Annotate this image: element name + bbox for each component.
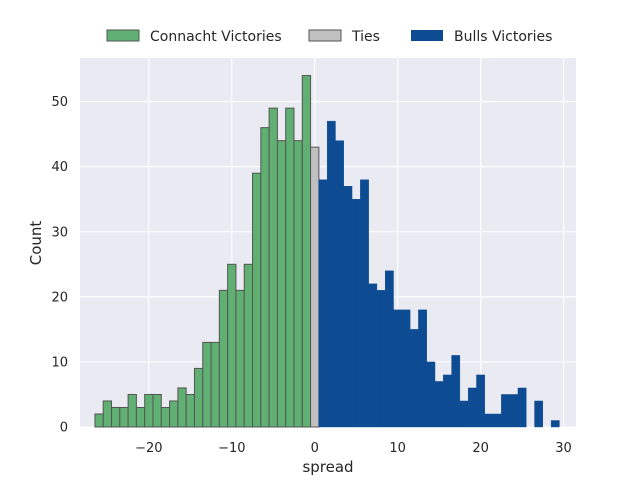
connacht-victories-bar <box>102 400 113 428</box>
bulls-victories-bar <box>484 413 494 428</box>
connacht-victories-bar <box>285 107 295 428</box>
y-tick-label: 10 <box>51 355 68 370</box>
connacht-victories-bar <box>268 107 278 428</box>
x-tick-label: 10 <box>389 441 406 456</box>
connacht-victories-bar <box>185 393 195 428</box>
x-tick-label: −10 <box>218 441 245 456</box>
legend-swatch <box>411 30 443 41</box>
connacht-victories-bar <box>119 406 129 428</box>
y-tick-label: 50 <box>51 95 68 110</box>
legend-item-bulls-victories: Bulls Victories <box>411 29 552 45</box>
bulls-victories-bar <box>376 290 386 428</box>
connacht-victories-bar <box>260 127 270 428</box>
legend-item-ties: Ties <box>308 29 380 45</box>
connacht-victories-bar <box>227 263 237 428</box>
bulls-victories-bar <box>534 400 544 428</box>
x-tick-label: −20 <box>135 441 162 456</box>
bulls-victories-bar <box>426 361 436 428</box>
connacht-victories-bar <box>152 393 162 428</box>
legend-label: Connacht Victories <box>150 29 282 45</box>
connacht-victories-bar <box>169 400 179 428</box>
bulls-victories-bar <box>343 186 353 428</box>
legend: Connacht Victories Ties Bulls Victories <box>106 29 552 45</box>
legend-item-connacht-victories: Connacht Victories <box>106 29 282 45</box>
connacht-victories-bar <box>202 341 212 428</box>
bulls-victories-bar <box>501 394 510 428</box>
y-tick-label: 40 <box>51 160 68 175</box>
bulls-victories-bar <box>443 374 452 428</box>
bulls-victories-bar <box>326 120 336 428</box>
bulls-victories-bar <box>459 400 469 428</box>
legend-swatch <box>106 29 140 42</box>
legend-label: Ties <box>351 29 380 45</box>
ties-bar <box>310 146 320 428</box>
connacht-victories-bar <box>218 289 229 428</box>
connacht-victories-bar <box>160 406 171 428</box>
x-tick-label: 30 <box>555 441 572 456</box>
connacht-victories-bar <box>243 263 254 428</box>
bulls-victories-bar <box>492 413 502 428</box>
legend-label: Bulls Victories <box>454 29 552 45</box>
bars <box>94 75 560 428</box>
connacht-victories-bar <box>135 406 146 428</box>
connacht-victories-bar <box>276 140 287 428</box>
y-tick-labels: 0 10 20 30 40 50 <box>51 95 68 435</box>
connacht-victories-bar <box>177 387 187 428</box>
y-tick-label: 0 <box>60 421 68 436</box>
y-axis-label: Count <box>27 221 45 266</box>
bulls-victories-bar <box>318 179 328 428</box>
bulls-victories-bar <box>434 381 444 428</box>
connacht-victories-bar <box>94 413 104 428</box>
connacht-victories-bar <box>301 75 312 428</box>
bulls-victories-bar <box>476 374 485 428</box>
connacht-victories-bar <box>193 367 204 428</box>
x-tick-labels: −20 −10 0 10 20 30 <box>135 441 572 456</box>
connacht-victories-bar <box>235 289 245 428</box>
bulls-victories-bar <box>385 270 394 428</box>
bulls-victories-bar <box>467 387 477 428</box>
legend-swatch <box>308 29 342 42</box>
bulls-victories-bar <box>550 420 560 428</box>
bulls-victories-bar <box>517 387 527 428</box>
connacht-victories-bar <box>210 341 220 428</box>
bulls-victories-bar <box>351 199 361 428</box>
x-axis-label: spread <box>302 458 353 476</box>
bulls-victories-bar <box>393 309 403 428</box>
bulls-victories-bar <box>368 283 378 428</box>
x-tick-label: 20 <box>472 441 489 456</box>
connacht-victories-bar <box>111 406 121 428</box>
x-tick-label: 0 <box>311 441 319 456</box>
bulls-victories-bar <box>418 309 427 428</box>
connacht-victories-bar <box>144 393 154 428</box>
bulls-victories-bar <box>451 355 461 428</box>
y-tick-label: 30 <box>51 225 68 240</box>
bulls-victories-bar <box>509 394 519 428</box>
connacht-victories-bar <box>293 140 303 428</box>
connacht-victories-bar <box>252 172 262 428</box>
connacht-victories-bar <box>127 393 137 428</box>
bulls-victories-bar <box>335 140 344 428</box>
y-tick-label: 20 <box>51 290 68 305</box>
bulls-victories-bar <box>360 179 369 428</box>
bulls-victories-bar <box>401 309 411 428</box>
bulls-victories-bar <box>409 329 419 428</box>
